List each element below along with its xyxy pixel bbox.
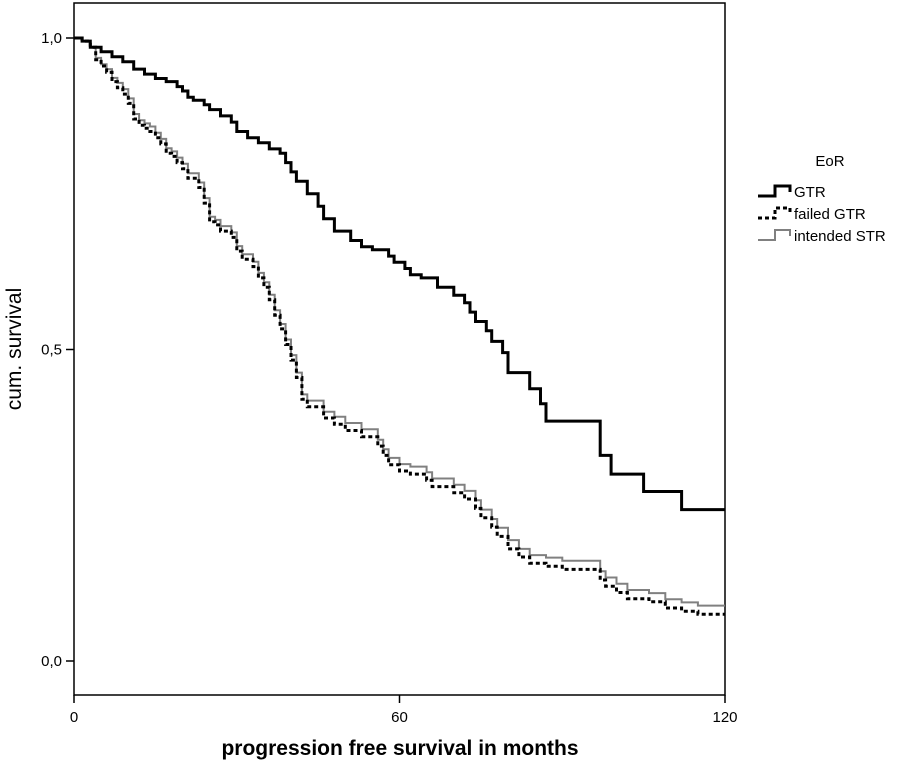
series-group	[74, 36, 725, 616]
legend-title: EoR	[815, 153, 844, 170]
series-line-failed-gtr	[74, 36, 725, 616]
legend-label: GTR	[794, 184, 826, 201]
legend-label: intended STR	[794, 228, 886, 245]
legend-label: failed GTR	[794, 206, 866, 223]
x-axis-ticks: 0 60 120	[70, 695, 738, 726]
y-axis-ticks: 0,0 0,5 1,0	[41, 30, 74, 670]
legend: EoR GTR failed GTR intended STR	[758, 153, 886, 245]
y-tick-label: 0,0	[41, 653, 62, 670]
legend-swatch	[758, 206, 792, 220]
y-axis-title: cum. survival	[3, 288, 26, 411]
y-tick-label: 1,0	[41, 30, 62, 47]
legend-swatch	[758, 184, 792, 198]
x-tick-label: 60	[391, 709, 408, 726]
y-tick-label: 0,5	[41, 342, 62, 359]
x-axis-title: progression free survival in months	[221, 737, 578, 760]
series-line-gtr	[74, 36, 725, 512]
x-tick-label: 120	[712, 709, 737, 726]
x-tick-label: 0	[70, 709, 78, 726]
legend-items: GTR failed GTR intended STR	[758, 184, 886, 245]
legend-swatch	[758, 229, 791, 241]
